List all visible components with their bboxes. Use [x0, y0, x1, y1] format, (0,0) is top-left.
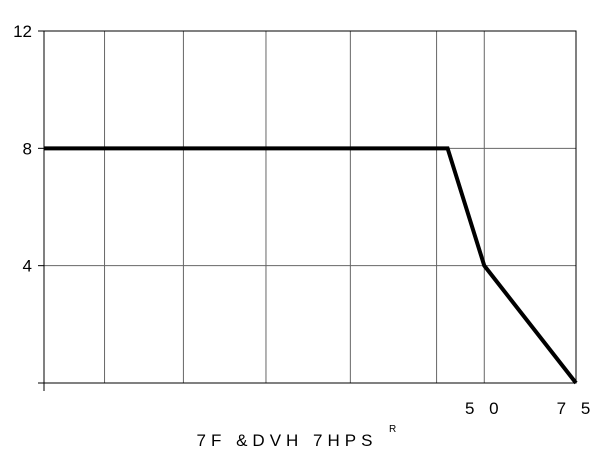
y-tick-label: 12 — [13, 22, 32, 41]
y-tick-label: 8 — [23, 139, 32, 158]
x-axis-title-superscript: R — [389, 424, 396, 435]
axis-ticks — [38, 30, 45, 391]
x-tick-label: 7 5 — [557, 399, 596, 418]
x-tick-label: 5 0 — [465, 399, 504, 418]
x-axis-title: 7F &DVH 7HPS — [197, 431, 378, 450]
tick-labels: 12 8 4 5 0 7 5 — [13, 22, 596, 418]
plot-frame — [43, 30, 577, 384]
y-tick-label: 4 — [23, 257, 32, 276]
series-line — [44, 146, 578, 385]
grid-lines — [44, 31, 576, 383]
series-lines — [44, 146, 578, 385]
